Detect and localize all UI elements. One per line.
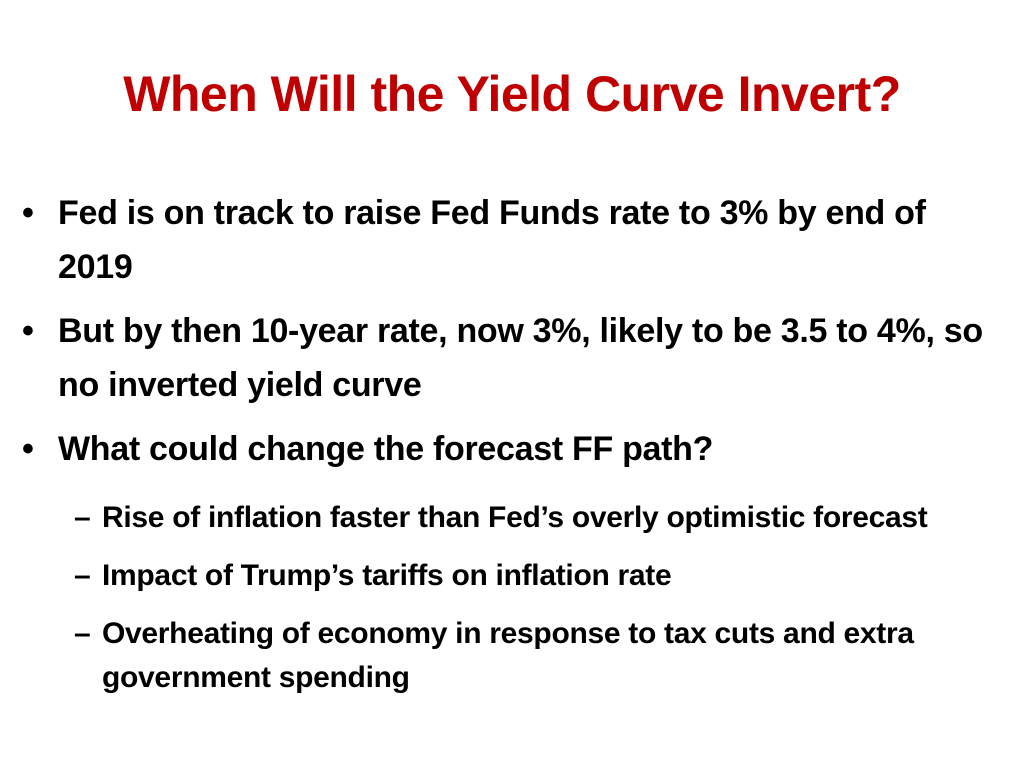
subbullet-text: Rise of inflation faster than Fed’s over… — [102, 501, 928, 534]
subbullet-text: Overheating of economy in response to ta… — [102, 617, 914, 694]
bullet-item-fed-funds: • Fed is on track to raise Fed Funds rat… — [22, 186, 997, 294]
subbullet-list: – Rise of inflation faster than Fed’s ov… — [22, 494, 997, 714]
bullet-item-ten-year-rate: • But by then 10-year rate, now 3%, like… — [22, 304, 997, 412]
subbullet-item-tariffs: – Impact of Trump’s tariffs on inflation… — [74, 554, 982, 598]
subbullet-marker: – — [74, 559, 91, 592]
bullet-text: What could change the forecast FF path? — [58, 430, 714, 468]
slide-title: When Will the Yield Curve Invert? — [123, 66, 901, 122]
subbullet-marker: – — [74, 617, 91, 650]
bullet-text: But by then 10-year rate, now 3%, likely… — [58, 312, 983, 404]
bullet-marker: • — [22, 430, 34, 468]
bullet-item-forecast-path: • What could change the forecast FF path… — [22, 422, 997, 476]
subbullet-marker: – — [74, 501, 91, 534]
subbullet-text: Impact of Trump’s tariffs on inflation r… — [102, 559, 672, 592]
bullet-list: • Fed is on track to raise Fed Funds rat… — [22, 186, 997, 486]
subbullet-item-inflation: – Rise of inflation faster than Fed’s ov… — [74, 496, 982, 540]
subbullet-item-overheating: – Overheating of economy in response to … — [74, 612, 982, 700]
bullet-marker: • — [22, 194, 34, 232]
bullet-marker: • — [22, 312, 34, 350]
bullet-text: Fed is on track to raise Fed Funds rate … — [58, 194, 926, 286]
